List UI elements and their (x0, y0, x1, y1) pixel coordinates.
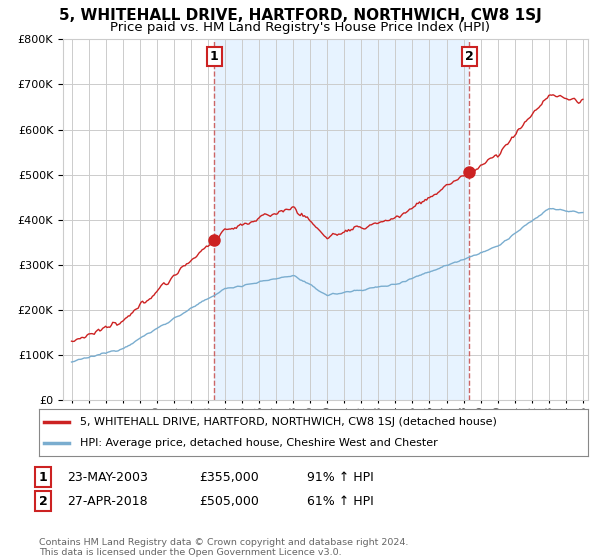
Text: 61% ↑ HPI: 61% ↑ HPI (307, 494, 374, 508)
Text: £355,000: £355,000 (199, 470, 259, 484)
Text: 91% ↑ HPI: 91% ↑ HPI (307, 470, 374, 484)
Text: 23-MAY-2003: 23-MAY-2003 (67, 470, 148, 484)
Text: 2: 2 (39, 494, 47, 508)
Text: HPI: Average price, detached house, Cheshire West and Chester: HPI: Average price, detached house, Ches… (80, 438, 438, 448)
Text: Contains HM Land Registry data © Crown copyright and database right 2024.
This d: Contains HM Land Registry data © Crown c… (39, 538, 409, 557)
Text: Price paid vs. HM Land Registry's House Price Index (HPI): Price paid vs. HM Land Registry's House … (110, 21, 490, 34)
Text: £505,000: £505,000 (199, 494, 259, 508)
Text: 1: 1 (39, 470, 47, 484)
Text: 1: 1 (210, 50, 219, 63)
Text: 5, WHITEHALL DRIVE, HARTFORD, NORTHWICH, CW8 1SJ (detached house): 5, WHITEHALL DRIVE, HARTFORD, NORTHWICH,… (80, 417, 497, 427)
Bar (214, 39, 469, 400)
Text: 2: 2 (465, 50, 473, 63)
Text: 5, WHITEHALL DRIVE, HARTFORD, NORTHWICH, CW8 1SJ: 5, WHITEHALL DRIVE, HARTFORD, NORTHWICH,… (59, 8, 541, 24)
Text: 27-APR-2018: 27-APR-2018 (67, 494, 148, 508)
